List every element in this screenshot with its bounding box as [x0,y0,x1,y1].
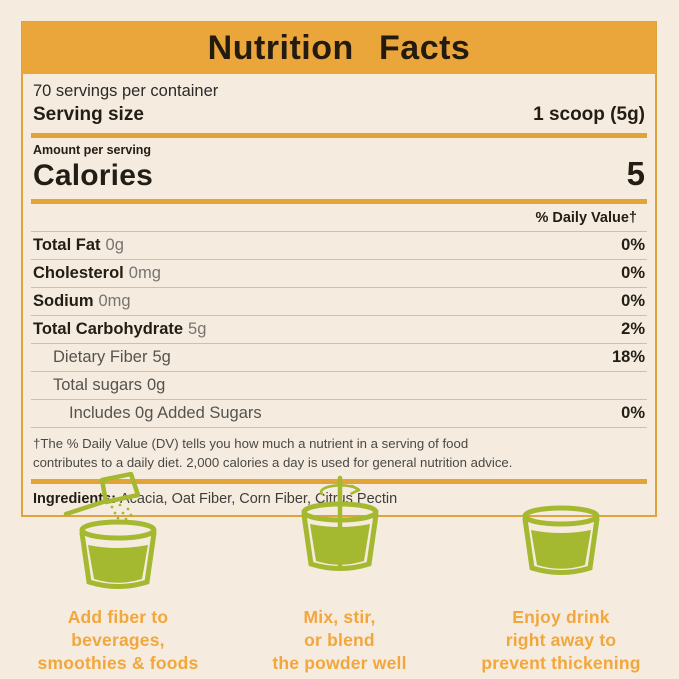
serving-size-row: Serving size 1 scoop (5g) [33,104,645,126]
nutrient-dv: 2% [621,320,645,338]
instruction-step-2: Mix, stir, or blend the powder well [230,472,450,675]
nutrient-name: Includes 0g Added Sugars [69,404,262,422]
scoop-pour-glass-icon [56,472,180,594]
divider-thick [31,133,647,138]
instruction-caption: Add fiber to beverages, smoothies & food… [37,607,199,674]
calories-block: Amount per serving Calories 5 [23,138,655,199]
glass-icon [499,472,623,594]
amount-per-serving-label: Amount per serving [33,143,152,157]
nutrient-amount: 0mg [98,292,131,310]
nutrient-amount: 5g [152,348,171,366]
nutrient-name: Sodium [33,292,94,310]
nutrient-name: Total Carbohydrate [33,320,184,338]
nutrient-row-dietary-fiber: Dietary Fiber 5g 18% [31,344,647,372]
instruction-step-1: Add fiber to beverages, smoothies & food… [8,472,228,675]
serving-size-value: 1 scoop (5g) [533,104,645,125]
serving-size-label: Serving size [33,104,144,125]
nutrient-row-total-carbohydrate: Total Carbohydrate 5g 2% [31,316,647,344]
nutrition-facts-panel: Nutrition Facts 70 servings per containe… [21,21,657,518]
stir-glass-icon [278,472,402,594]
nutrient-amount: 5g [188,320,207,338]
nutrient-dv: 0% [621,236,645,254]
servings-per-container: 70 servings per container [33,82,219,100]
instruction-step-3: Enjoy drink right away to prevent thicke… [451,472,671,675]
nutrient-rows: Total Fat 0g 0% Cholesterol 0mg 0% Sodium 0… [31,232,647,428]
daily-value-header: % Daily Value† [31,204,647,232]
nutrient-dv: 0% [621,404,645,422]
nutrient-name: Total Fat [33,236,101,254]
nutrient-dv: 0% [621,292,645,310]
nutrient-row-added-sugars: Includes 0g Added Sugars 0% [31,400,647,428]
instruction-caption: Enjoy drink right away to prevent thicke… [481,607,641,674]
serving-block: 70 servings per container Serving size 1… [23,74,655,133]
nutrient-amount: 0g [105,236,124,254]
usage-instructions: Add fiber to beverages, smoothies & food… [0,472,679,675]
calories-row: Calories 5 [33,155,645,193]
nutrient-row-sodium: Sodium 0mg 0% [31,288,647,316]
nutrient-dv: 18% [611,348,645,366]
nutrient-row-total-fat: Total Fat 0g 0% [31,232,647,260]
panel-title: Nutrition Facts [207,28,471,67]
nutrient-name: Cholesterol [33,264,124,282]
panel-header: Nutrition Facts [22,22,656,74]
daily-value-footnote: †The % Daily Value (DV) tells you how mu… [33,436,513,471]
calories-label: Calories [33,159,153,192]
nutrient-dv: 0% [621,264,645,282]
nutrient-row-cholesterol: Cholesterol 0mg 0% [31,260,647,288]
nutrient-name: Total sugars [53,376,142,394]
nutrient-name: Dietary Fiber [53,348,148,366]
calories-value: 5 [626,155,645,192]
nutrient-amount: 0g [146,376,166,394]
divider-thick [31,199,647,204]
nutrient-amount: 0mg [128,264,161,282]
nutrient-row-total-sugars: Total sugars 0g [31,372,647,400]
instruction-caption: Mix, stir, or blend the powder well [272,607,407,674]
